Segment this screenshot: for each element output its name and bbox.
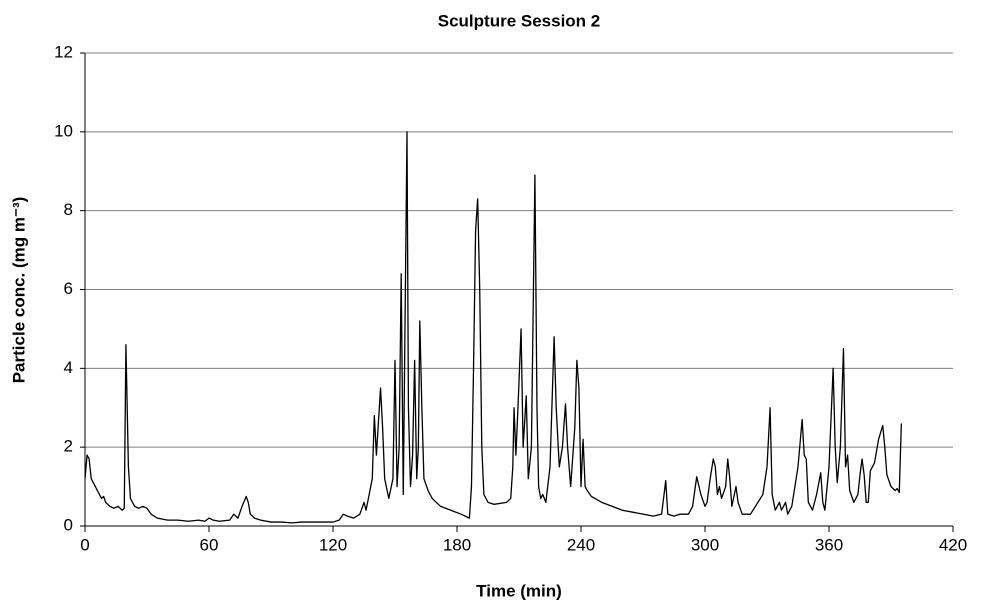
x-tick-label: 420 <box>939 535 967 554</box>
y-tick-label: 6 <box>64 279 73 298</box>
y-tick-label: 2 <box>64 437 73 456</box>
y-tick-label: 10 <box>54 121 73 140</box>
x-tick-label: 240 <box>567 535 595 554</box>
x-axis-title: Time (min) <box>476 581 562 600</box>
chart-title: Sculpture Session 2 <box>438 11 601 30</box>
x-tick-label: 300 <box>691 535 719 554</box>
x-tick-label: 360 <box>815 535 843 554</box>
x-tick-label: 120 <box>319 535 347 554</box>
y-axis-title: Particle conc. (mg m⁻³) <box>9 197 28 384</box>
y-tick-label: 12 <box>54 42 73 61</box>
x-tick-label: 0 <box>80 535 89 554</box>
y-tick-label: 0 <box>64 515 73 534</box>
y-tick-label: 4 <box>64 358 73 377</box>
data-line <box>84 131 902 524</box>
x-tick-label: 60 <box>200 535 219 554</box>
y-tick-label: 8 <box>64 200 73 219</box>
x-tick-label: 180 <box>443 535 471 554</box>
